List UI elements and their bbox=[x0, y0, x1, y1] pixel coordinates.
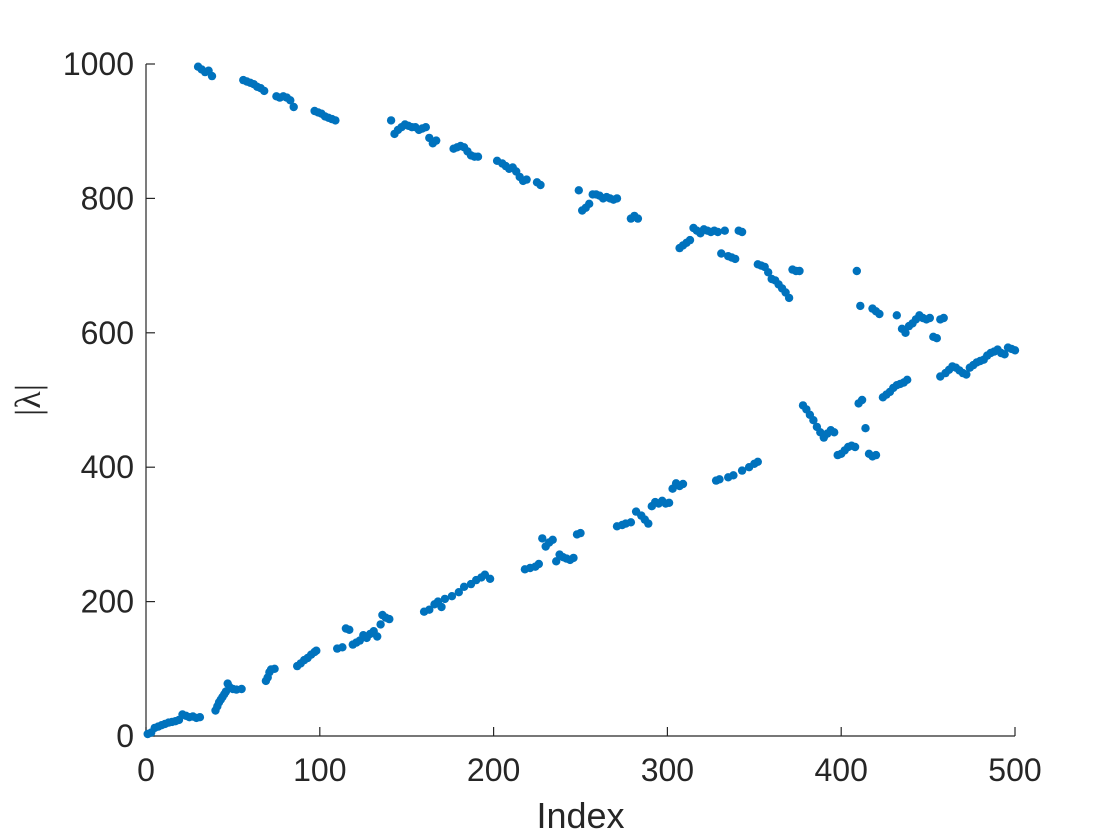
x-tick-label: 400 bbox=[815, 752, 868, 788]
data-point bbox=[207, 71, 217, 81]
data-point bbox=[454, 588, 463, 597]
y-tick-label: 200 bbox=[81, 584, 134, 620]
data-point bbox=[939, 313, 948, 323]
data-point bbox=[717, 249, 726, 258]
y-axis-label: |λ| bbox=[8, 384, 48, 416]
x-tick-label: 100 bbox=[293, 752, 346, 788]
data-point bbox=[1000, 350, 1009, 359]
data-point bbox=[892, 311, 901, 320]
data-point bbox=[385, 614, 394, 624]
data-point bbox=[376, 620, 385, 629]
x-tick-label: 200 bbox=[467, 752, 520, 788]
y-tick-label: 600 bbox=[81, 315, 134, 351]
y-tick-label: 400 bbox=[81, 449, 134, 485]
data-point bbox=[195, 713, 205, 722]
data-point bbox=[459, 582, 469, 591]
data-point bbox=[764, 268, 773, 277]
data-point bbox=[903, 375, 912, 384]
data-point bbox=[729, 471, 738, 480]
data-point bbox=[612, 194, 622, 203]
data-point bbox=[871, 450, 881, 460]
data-point bbox=[784, 293, 794, 303]
data-point bbox=[737, 466, 747, 475]
data-point bbox=[731, 254, 740, 264]
data-point bbox=[345, 625, 354, 634]
data-point bbox=[331, 116, 340, 125]
data-point bbox=[809, 416, 818, 425]
data-point bbox=[861, 424, 870, 433]
data-point bbox=[576, 528, 585, 538]
data-point bbox=[569, 553, 578, 563]
data-points bbox=[143, 62, 1020, 739]
data-point bbox=[857, 395, 867, 405]
data-point bbox=[962, 370, 971, 379]
y-tick-label: 1000 bbox=[63, 46, 134, 82]
data-point bbox=[574, 186, 583, 195]
data-point bbox=[644, 519, 653, 528]
data-point bbox=[585, 199, 594, 208]
data-point bbox=[286, 96, 295, 105]
x-tick-label: 300 bbox=[641, 752, 694, 788]
data-point bbox=[289, 102, 298, 112]
data-point bbox=[432, 136, 441, 145]
data-point bbox=[522, 175, 531, 184]
data-point bbox=[538, 534, 547, 543]
data-point bbox=[552, 557, 561, 566]
data-point bbox=[386, 116, 396, 125]
data-point bbox=[685, 235, 695, 245]
data-point bbox=[548, 535, 557, 544]
data-point bbox=[720, 226, 729, 235]
data-point bbox=[260, 86, 269, 96]
data-point bbox=[338, 643, 347, 652]
data-point bbox=[425, 605, 434, 614]
data-point bbox=[737, 227, 747, 237]
data-point bbox=[237, 684, 246, 694]
data-point bbox=[713, 227, 722, 237]
data-point bbox=[270, 664, 279, 673]
axes bbox=[145, 63, 1016, 737]
data-point bbox=[1010, 346, 1020, 355]
x-tick-label: 0 bbox=[137, 752, 155, 788]
data-point bbox=[715, 475, 724, 484]
data-point bbox=[901, 328, 910, 337]
data-point bbox=[925, 313, 934, 323]
tick-labels: 0 100 200 300 400 500 0 200 400 600 800 1000 bbox=[63, 46, 1042, 788]
data-point bbox=[447, 592, 457, 601]
data-point bbox=[437, 602, 446, 612]
data-point bbox=[678, 479, 688, 489]
data-point bbox=[421, 123, 430, 132]
data-point bbox=[875, 309, 884, 319]
data-point bbox=[932, 334, 941, 343]
data-point bbox=[485, 574, 495, 583]
data-point bbox=[852, 266, 861, 276]
data-point bbox=[633, 214, 643, 223]
data-point bbox=[536, 180, 545, 190]
data-point bbox=[626, 518, 636, 527]
data-point bbox=[440, 594, 450, 604]
data-point bbox=[795, 266, 804, 276]
data-point bbox=[753, 457, 762, 466]
data-point bbox=[856, 301, 865, 311]
x-tick-label: 500 bbox=[988, 752, 1041, 788]
x-axis-label: Index bbox=[536, 795, 624, 836]
y-tick-label: 0 bbox=[116, 718, 134, 754]
data-point bbox=[664, 498, 674, 507]
data-point bbox=[830, 428, 839, 437]
data-point bbox=[312, 646, 321, 655]
y-tick-label: 800 bbox=[81, 180, 134, 216]
data-point bbox=[473, 152, 483, 161]
data-point bbox=[373, 632, 382, 641]
data-point bbox=[534, 559, 543, 569]
data-point bbox=[850, 442, 860, 452]
